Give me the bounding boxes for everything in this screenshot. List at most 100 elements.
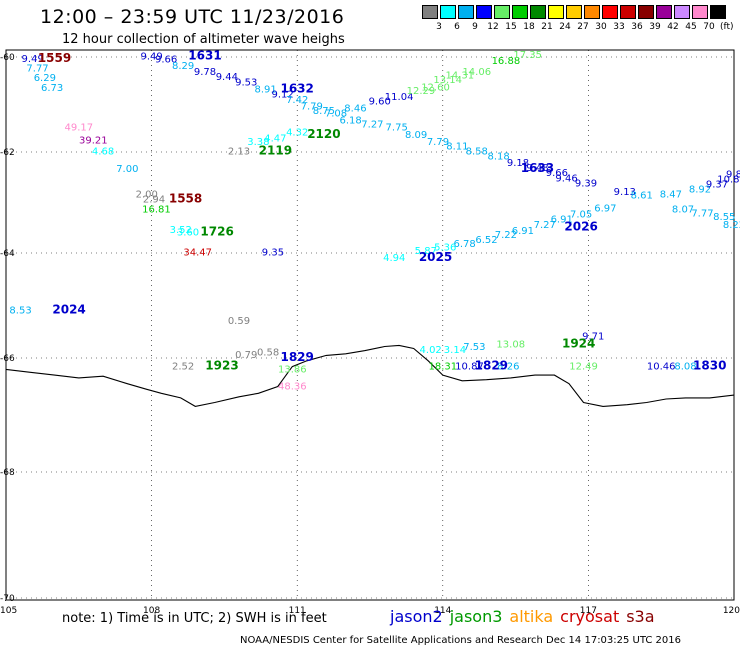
legend-unit: (ft) (720, 22, 734, 32)
pass-time: 2120 (307, 127, 340, 141)
coastline (5, 344, 735, 407)
swh-value: 8.08 (674, 361, 696, 372)
legend-swatch (620, 5, 636, 19)
legend-label: 12 (487, 22, 499, 32)
satellite-legend: jason2 jason3 altika cryosat s3a (390, 607, 662, 626)
satellite-name: cryosat (560, 607, 620, 626)
swh-value: 34.47 (183, 248, 212, 259)
swh-value: 9.18 (507, 158, 529, 169)
swh-value: 8.75 (313, 106, 335, 117)
legend-label: 9 (472, 22, 478, 32)
pass-time: 1726 (200, 224, 233, 238)
legend-label: 30 (595, 22, 607, 32)
swh-value: 9.48 (526, 163, 548, 174)
swh-value: 9.12 (272, 89, 294, 100)
swh-value: 0.79 (235, 350, 257, 361)
swh-value: 6.78 (454, 239, 476, 250)
pass-time: 2024 (52, 302, 85, 316)
swh-value: 48.36 (278, 381, 307, 392)
swh-value: 8.92 (689, 184, 711, 195)
swh-value: 12.49 (569, 361, 598, 372)
legend-swatch (530, 5, 546, 19)
legend-swatch (638, 5, 654, 19)
swh-value: 2.00 (136, 189, 158, 200)
credit-line: NOAA/NESDIS Center for Satellite Applica… (240, 635, 682, 646)
swh-value: 3.52 (170, 225, 192, 236)
lat-tick-label: -70 (0, 594, 15, 604)
swh-value: 5.36 (434, 242, 456, 253)
legend-label: 33 (613, 22, 625, 32)
lon-tick-label: 105 (0, 606, 17, 616)
lon-tick-label: 114 (434, 606, 451, 616)
swh-value: 9.66 (546, 168, 568, 179)
legend-label: 70 (703, 22, 715, 32)
swh-value: 7.27 (534, 220, 556, 231)
pass-time: 1924 (562, 337, 595, 351)
swh-value: 7.05 (570, 210, 592, 221)
swh-value: 8.47 (660, 189, 682, 200)
swh-value: 8.29 (172, 61, 194, 72)
map-subtitle: 12 hour collection of altimeter wave hei… (62, 32, 345, 47)
swh-value: 10.83 (717, 174, 740, 185)
swh-value: 7.77 (26, 63, 48, 74)
swh-value: 9.60 (369, 97, 391, 108)
swh-value: 8.46 (344, 104, 366, 115)
swh-value: 3.60 (177, 227, 199, 238)
swh-value: 6.73 (41, 83, 63, 94)
swh-value: 7.27 (361, 119, 383, 130)
legend-swatch (692, 5, 708, 19)
swh-value: 13.08 (496, 340, 525, 351)
legend-label: 21 (541, 22, 553, 32)
swh-value: 6.91 (512, 226, 534, 237)
swh-value: 6.18 (339, 116, 361, 127)
swh-value: 16.88 (492, 56, 521, 67)
swh-value: 4.02 (420, 345, 442, 356)
swh-value: 14.31 (445, 70, 474, 81)
swh-value: 8.58 (466, 147, 488, 158)
pass-time: 1829 (280, 350, 313, 364)
swh-value: 9.44 (216, 72, 238, 83)
swh-value: 0.59 (228, 316, 250, 327)
pass-time: 1559 (38, 51, 71, 65)
swh-value: 10.46 (647, 361, 676, 372)
swh-value: 7.77 (691, 209, 713, 220)
legend-swatch (512, 5, 528, 19)
swh-value: 13.86 (278, 364, 307, 375)
pass-time: 1830 (693, 358, 726, 372)
swh-value: 9.78 (194, 67, 216, 78)
swh-value: 9.35 (262, 248, 284, 259)
swh-value: 2.13 (228, 147, 250, 158)
swh-value: 17.35 (513, 50, 542, 61)
legend-label: 36 (631, 22, 643, 32)
legend-label: 45 (685, 22, 697, 32)
legend-swatch (710, 5, 726, 19)
swh-value: 12.29 (407, 86, 436, 97)
legend-swatch (458, 5, 474, 19)
swh-value: 7.00 (116, 164, 138, 175)
lon-tick-label: 117 (580, 606, 597, 616)
swh-value: 39.21 (79, 135, 108, 146)
lat-tick-label: -60 (0, 53, 15, 63)
swh-value: 6.97 (594, 204, 616, 215)
legend-swatch (476, 5, 492, 19)
satellite-name: s3a (626, 607, 655, 626)
swh-value: 9.13 (614, 187, 636, 198)
swh-readings: 9.497.776.296.739.499.668.299.78 9.449.53… (9, 50, 740, 392)
pass-time: 2025 (419, 250, 452, 264)
swh-value: 9.49 (22, 54, 44, 65)
swh-value: 10.87 (455, 361, 484, 372)
swh-value: 12.60 (421, 82, 450, 93)
swh-value: 9.53 (235, 78, 257, 89)
swh-value: 8.18 (487, 152, 509, 163)
pass-time: 1631 (188, 48, 221, 62)
pass-time: 2026 (564, 219, 597, 233)
swh-value: 8.11 (446, 142, 468, 153)
pass-time: 1632 (280, 82, 313, 96)
legend-swatch (566, 5, 582, 19)
swh-value: 7.08 (325, 108, 347, 119)
legend-label: 18 (523, 22, 535, 32)
swh-value: 7.53 (463, 342, 485, 353)
lat-tick-label: -62 (0, 148, 15, 158)
legend-label: 24 (559, 22, 571, 32)
